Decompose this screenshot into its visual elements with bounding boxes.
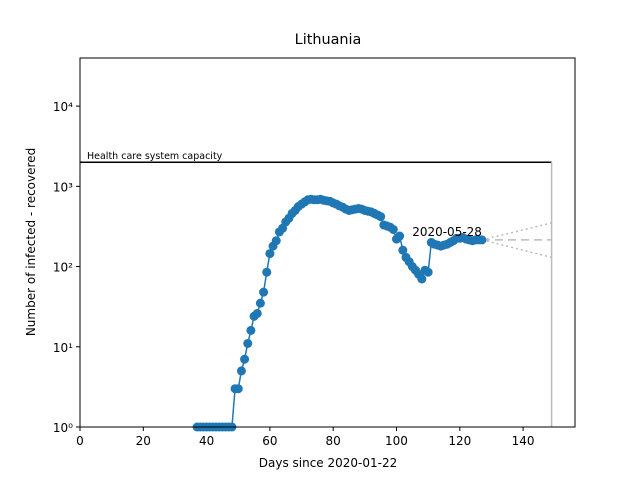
data-point [417, 274, 427, 284]
projection-lower [481, 239, 552, 259]
x-tick-label: 60 [262, 434, 277, 448]
annotation: 2020-05-28 [412, 225, 482, 239]
chart-title: Lithuania [295, 32, 362, 48]
x-tick-label: 140 [512, 434, 535, 448]
x-tick-label: 120 [448, 434, 471, 448]
data-point [252, 308, 262, 318]
x-tick-label: 80 [326, 434, 341, 448]
x-tick-label: 20 [136, 434, 151, 448]
data-point [246, 325, 256, 335]
data-point [259, 287, 269, 297]
data-point [243, 338, 253, 348]
y-tick-label: 10⁰ [53, 421, 73, 435]
x-tick-label: 0 [76, 434, 84, 448]
data-point [233, 384, 243, 394]
y-axis-label: Number of infected - recovered [24, 148, 38, 336]
x-tick-label: 40 [199, 434, 214, 448]
y-tick-label: 10¹ [53, 341, 73, 355]
y-tick-label: 10³ [53, 180, 73, 194]
data-point [376, 212, 386, 222]
capacity-label: Health care system capacity [87, 151, 223, 162]
data-point [423, 267, 433, 277]
data-point [236, 366, 246, 376]
data-point [262, 267, 272, 277]
y-tick-label: 10² [53, 261, 73, 275]
data-point [271, 236, 281, 246]
data-point [477, 235, 487, 245]
data-point [388, 224, 398, 234]
x-axis-label: Days since 2020-01-22 [259, 456, 398, 470]
data-point [265, 249, 275, 259]
y-tick-label: 10⁴ [53, 100, 73, 114]
data-point [240, 354, 250, 364]
data-point [255, 298, 265, 308]
data-point [395, 231, 405, 241]
x-tick-label: 100 [385, 434, 408, 448]
data-point [398, 245, 408, 255]
plot-frame [79, 57, 576, 428]
projection-upper [481, 222, 552, 241]
